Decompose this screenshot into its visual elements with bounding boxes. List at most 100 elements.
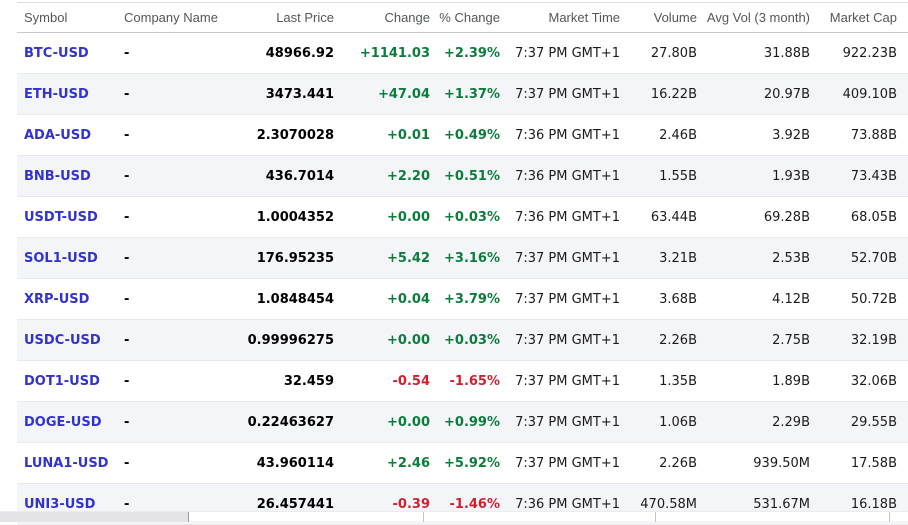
avg-vol-cell: 20.97B: [697, 73, 810, 115]
change-cell: -0.54: [334, 360, 430, 402]
change-cell: +47.04: [334, 73, 430, 115]
company-cell: -: [117, 442, 227, 484]
col-header-change[interactable]: Change: [334, 2, 430, 33]
market-cap-cell: 32.19B: [810, 319, 908, 361]
change-cell: +0.01: [334, 114, 430, 156]
symbol-link[interactable]: UNI3-USD: [24, 496, 96, 512]
last-price-cell: 1.0004352: [227, 196, 334, 238]
percent-change-cell: +0.03%: [430, 319, 500, 361]
percent-change-cell: +2.39%: [430, 32, 500, 74]
market-cap-cell: 922.23B: [810, 32, 908, 74]
percent-change-cell: +0.03%: [430, 196, 500, 238]
company-cell: -: [117, 237, 227, 279]
avg-vol-cell: 2.53B: [697, 237, 810, 279]
market-time-cell: 7:36 PM GMT+1: [500, 155, 620, 197]
market-cap-cell: 29.55B: [810, 401, 908, 443]
volume-cell: 3.21B: [620, 237, 697, 279]
market-time-cell: 7:37 PM GMT+1: [500, 32, 620, 74]
percent-change-cell: +0.99%: [430, 401, 500, 443]
avg-vol-cell: 31.88B: [697, 32, 810, 74]
horizontal-scrollbar-thumb[interactable]: [0, 512, 189, 522]
company-cell: -: [117, 73, 227, 115]
percent-change-cell: +5.92%: [430, 442, 500, 484]
symbol-link[interactable]: USDC-USD: [24, 332, 101, 348]
horizontal-scrollbar[interactable]: [0, 511, 908, 522]
last-price-cell: 436.7014: [227, 155, 334, 197]
volume-cell: 27.80B: [620, 32, 697, 74]
company-cell: -: [117, 155, 227, 197]
table-row: LUNA1-USD - 43.960114 +2.46 +5.92% 7:37 …: [17, 442, 908, 484]
change-cell: +5.42: [334, 237, 430, 279]
market-cap-cell: 50.72B: [810, 278, 908, 320]
last-price-cell: 1.0848454: [227, 278, 334, 320]
symbol-link[interactable]: SOL1-USD: [24, 250, 98, 266]
volume-cell: 3.68B: [620, 278, 697, 320]
volume-cell: 2.26B: [620, 319, 697, 361]
market-cap-cell: 73.43B: [810, 155, 908, 197]
company-cell: -: [117, 196, 227, 238]
market-time-cell: 7:37 PM GMT+1: [500, 278, 620, 320]
market-time-cell: 7:37 PM GMT+1: [500, 442, 620, 484]
market-time-cell: 7:37 PM GMT+1: [500, 401, 620, 443]
symbol-link[interactable]: BNB-USD: [24, 168, 91, 184]
last-price-cell: 48966.92: [227, 32, 334, 74]
percent-change-cell: +3.16%: [430, 237, 500, 279]
change-cell: +0.00: [334, 196, 430, 238]
symbol-link[interactable]: DOT1-USD: [24, 373, 100, 389]
volume-cell: 2.26B: [620, 442, 697, 484]
volume-cell: 1.35B: [620, 360, 697, 402]
avg-vol-cell: 2.29B: [697, 401, 810, 443]
col-header-percent-change[interactable]: % Change: [430, 2, 500, 33]
market-cap-cell: 17.58B: [810, 442, 908, 484]
crypto-screener-table: Symbol Company Name Last Price Change % …: [17, 2, 908, 525]
symbol-link[interactable]: LUNA1-USD: [24, 455, 109, 471]
market-time-cell: 7:37 PM GMT+1: [500, 319, 620, 361]
table-header-row: Symbol Company Name Last Price Change % …: [17, 2, 908, 33]
symbol-link[interactable]: DOGE-USD: [24, 414, 102, 430]
volume-cell: 1.55B: [620, 155, 697, 197]
market-cap-cell: 68.05B: [810, 196, 908, 238]
avg-vol-cell: 1.89B: [697, 360, 810, 402]
volume-cell: 1.06B: [620, 401, 697, 443]
col-header-last-price[interactable]: Last Price: [227, 2, 334, 33]
symbol-link[interactable]: BTC-USD: [24, 45, 89, 61]
symbol-link[interactable]: ADA-USD: [24, 127, 92, 143]
symbol-link[interactable]: XRP-USD: [24, 291, 90, 307]
market-time-cell: 7:37 PM GMT+1: [500, 237, 620, 279]
company-cell: -: [117, 401, 227, 443]
avg-vol-cell: 4.12B: [697, 278, 810, 320]
change-cell: +0.00: [334, 401, 430, 443]
table-row: SOL1-USD - 176.95235 +5.42 +3.16% 7:37 P…: [17, 237, 908, 279]
table-row: BNB-USD - 436.7014 +2.20 +0.51% 7:36 PM …: [17, 155, 908, 197]
market-time-cell: 7:36 PM GMT+1: [500, 114, 620, 156]
avg-vol-cell: 1.93B: [697, 155, 810, 197]
change-cell: +2.20: [334, 155, 430, 197]
percent-change-cell: +1.37%: [430, 73, 500, 115]
market-cap-cell: 73.88B: [810, 114, 908, 156]
last-price-cell: 0.22463627: [227, 401, 334, 443]
table-row: USDC-USD - 0.99996275 +0.00 +0.03% 7:37 …: [17, 319, 908, 361]
percent-change-cell: +0.49%: [430, 114, 500, 156]
change-cell: +0.00: [334, 319, 430, 361]
col-header-company-name[interactable]: Company Name: [117, 2, 227, 33]
col-header-symbol[interactable]: Symbol: [17, 2, 117, 33]
col-header-volume[interactable]: Volume: [620, 2, 697, 33]
market-cap-cell: 52.70B: [810, 237, 908, 279]
symbol-link[interactable]: USDT-USD: [24, 209, 98, 225]
market-cap-cell: 409.10B: [810, 73, 908, 115]
volume-cell: 16.22B: [620, 73, 697, 115]
market-time-cell: 7:37 PM GMT+1: [500, 73, 620, 115]
company-cell: -: [117, 114, 227, 156]
col-header-market-cap[interactable]: Market Cap: [810, 2, 908, 33]
table-row: BTC-USD - 48966.92 +1141.03 +2.39% 7:37 …: [17, 32, 908, 74]
scrollbar-tick: [655, 512, 656, 522]
last-price-cell: 32.459: [227, 360, 334, 402]
last-price-cell: 0.99996275: [227, 319, 334, 361]
table-row: ADA-USD - 2.3070028 +0.01 +0.49% 7:36 PM…: [17, 114, 908, 156]
last-price-cell: 176.95235: [227, 237, 334, 279]
col-header-market-time[interactable]: Market Time: [500, 2, 620, 33]
company-cell: -: [117, 360, 227, 402]
avg-vol-cell: 939.50M: [697, 442, 810, 484]
symbol-link[interactable]: ETH-USD: [24, 86, 89, 102]
col-header-avg-vol[interactable]: Avg Vol (3 month): [697, 2, 810, 33]
